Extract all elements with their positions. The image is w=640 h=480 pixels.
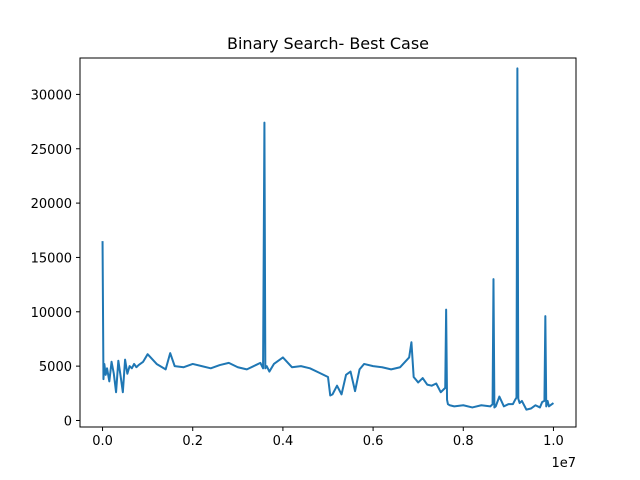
x-tick-label: 0.0: [92, 434, 113, 449]
y-axis: 0 5000 10000 15000 20000 25000 30000: [31, 88, 80, 429]
y-tick-label: 0: [64, 414, 72, 429]
x-tick-label: 0.8: [453, 434, 474, 449]
y-tick-label: 5000: [39, 360, 72, 375]
y-tick-label: 15000: [31, 251, 72, 266]
x-tick-label: 0.4: [273, 434, 294, 449]
x-tick-label: 1.0: [543, 434, 564, 449]
chart-title: Binary Search- Best Case: [227, 34, 429, 53]
y-tick-label: 30000: [31, 88, 72, 103]
x-tick-label: 0.2: [182, 434, 203, 449]
x-tick-label: 0.6: [363, 434, 384, 449]
series-line-0: [101, 67, 555, 411]
x-axis: 0.0 0.2 0.4 0.6 0.8 1.0: [92, 427, 564, 449]
plot-frame: [79, 57, 577, 428]
y-tick-label: 10000: [31, 306, 72, 321]
plot-area: [79, 57, 577, 428]
y-tick-label: 20000: [31, 197, 72, 212]
y-tick-label: 25000: [31, 143, 72, 158]
x-axis-offset-label: 1e7: [551, 456, 576, 471]
